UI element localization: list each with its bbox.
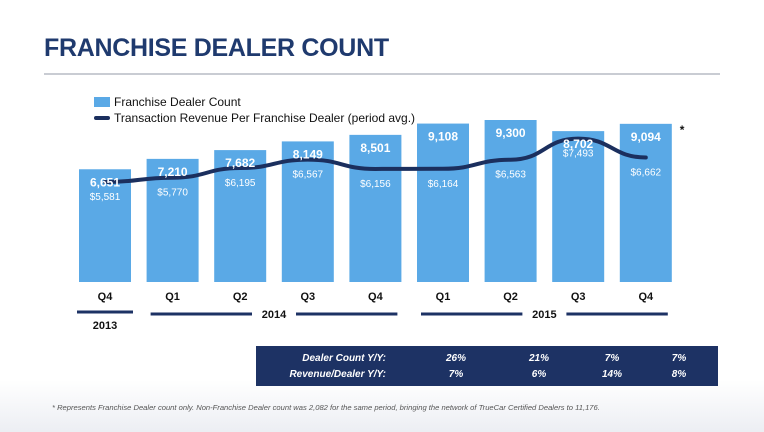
bar <box>552 131 605 282</box>
revenue-value-label: $6,164 <box>428 179 459 190</box>
revenue-line <box>103 136 648 184</box>
year-label: 2014 <box>262 309 287 321</box>
bar <box>417 123 469 282</box>
legend-line-label: Transaction Revenue Per Franchise Dealer… <box>114 111 416 125</box>
bar-value-label: 9,300 <box>496 126 526 140</box>
chart-legend: Franchise Dealer Count Transaction Reven… <box>94 94 415 126</box>
legend-item-bars: Franchise Dealer Count <box>94 94 415 110</box>
yoy-cell: 26% <box>445 353 466 364</box>
bar <box>349 134 402 282</box>
yoy-row-revenue: Revenue/Dealer Y/Y: 7% 6% 14% 8% <box>256 369 718 383</box>
revenue-value-label: $6,195 <box>225 178 256 189</box>
yoy-cell: 21% <box>528 353 549 364</box>
bar-value-label: 7,682 <box>225 156 255 170</box>
legend-line-swatch <box>94 116 110 120</box>
bar-value-label: 8,702 <box>563 137 593 151</box>
bar <box>619 123 672 282</box>
x-tick-label: Q2 <box>503 291 518 303</box>
revenue-value-label: $5,581 <box>90 192 121 203</box>
x-tick-label: Q4 <box>638 291 654 303</box>
yoy-cell: 6% <box>531 369 547 380</box>
revenue-value-label: $6,563 <box>495 170 526 181</box>
revenue-value-label: $6,156 <box>360 179 391 190</box>
x-tick-label: Q2 <box>233 291 248 303</box>
yoy-cell: 8% <box>671 369 687 380</box>
year-label: 2015 <box>532 309 556 321</box>
revenue-line-layer <box>103 136 648 184</box>
yoy-cell: 7% <box>604 353 620 364</box>
footnote: * Represents Franchise Dealer count only… <box>52 403 600 412</box>
annotation-asterisk: * <box>680 123 685 137</box>
legend-bar-label: Franchise Dealer Count <box>114 95 241 109</box>
x-tick-label: Q3 <box>300 291 315 303</box>
bar-value-label: 6,651 <box>90 175 120 189</box>
x-tick-label: Q4 <box>368 291 384 303</box>
revenue-value-label: $7,493 <box>563 149 594 160</box>
bar <box>484 120 537 282</box>
bar-value-label: 7,210 <box>158 165 188 179</box>
bar-value-label: 8,501 <box>360 141 390 155</box>
revenue-value-label: $6,662 <box>631 167 662 178</box>
x-tick-label: Q3 <box>571 291 586 303</box>
labels-layer: 6,651 7,210 7,682 8,149 8,501 9,108 9,300 8,702… <box>90 123 685 203</box>
bar-value-label: 9,108 <box>428 130 458 144</box>
x-axis-layer: Q4 Q1 Q2 Q3 Q4 Q1 Q2 Q3 Q4 2013 2014 2015 <box>77 291 668 332</box>
title-divider <box>44 73 720 75</box>
x-tick-label: Q4 <box>98 291 114 303</box>
yoy-row-label: Revenue/Dealer Y/Y: <box>289 369 386 380</box>
revenue-value-label: $5,770 <box>157 188 188 199</box>
x-tick-label: Q1 <box>436 291 451 303</box>
revenue-value-label: $6,567 <box>293 170 324 181</box>
yoy-table: Dealer Count Y/Y: 26% 21% 7% 7% Revenue/… <box>256 346 718 386</box>
legend-item-line: Transaction Revenue Per Franchise Dealer… <box>94 110 415 126</box>
bar-value-label: 8,149 <box>293 147 323 161</box>
bar <box>214 150 267 282</box>
bar-value-label: 9,094 <box>631 130 661 144</box>
yoy-row-label: Dealer Count Y/Y: <box>302 353 386 364</box>
page-title: FRANCHISE DEALER COUNT <box>44 34 389 62</box>
bar <box>79 169 131 282</box>
yoy-row-dealer-count: Dealer Count Y/Y: 26% 21% 7% 7% <box>256 353 718 367</box>
yoy-cell: 7% <box>671 353 687 364</box>
bar <box>281 141 334 282</box>
year-label: 2013 <box>93 320 117 332</box>
yoy-cell: 14% <box>601 369 622 380</box>
dealer-count-chart: 6,651 7,210 7,682 8,149 8,501 9,108 9,300 8,702… <box>77 120 685 332</box>
x-tick-label: Q1 <box>165 291 180 303</box>
yoy-cell: 7% <box>448 369 464 380</box>
legend-bar-swatch <box>94 97 110 107</box>
